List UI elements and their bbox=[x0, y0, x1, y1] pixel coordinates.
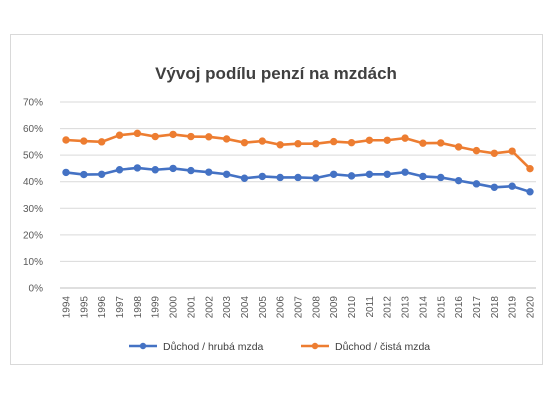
x-tick-label: 2003 bbox=[222, 296, 233, 319]
data-point bbox=[454, 176, 463, 185]
data-point bbox=[472, 180, 481, 188]
x-tick-label: 2004 bbox=[240, 296, 251, 319]
data-point bbox=[454, 143, 463, 151]
x-tick-label: 1996 bbox=[97, 296, 108, 319]
data-point bbox=[401, 134, 409, 142]
x-tick-label: 1997 bbox=[115, 296, 126, 319]
x-tick-label: 2008 bbox=[311, 296, 322, 319]
y-tick-label: 40% bbox=[23, 177, 43, 188]
x-tick-label: 2007 bbox=[294, 296, 305, 319]
data-point bbox=[437, 139, 445, 147]
y-tick-label: 20% bbox=[23, 230, 43, 241]
data-point bbox=[508, 147, 516, 155]
data-point bbox=[169, 164, 177, 173]
data-point bbox=[240, 174, 249, 182]
data-point bbox=[526, 188, 534, 196]
y-tick-label: 50% bbox=[23, 151, 43, 162]
x-tick-label: 2000 bbox=[169, 296, 180, 319]
data-point bbox=[97, 170, 106, 178]
x-tick-label: 2001 bbox=[186, 296, 197, 319]
chart-title: Vývoj podílu penzí na mzdách bbox=[155, 64, 397, 83]
x-tick-label: 2014 bbox=[418, 296, 429, 319]
data-point bbox=[312, 140, 320, 148]
data-point bbox=[258, 137, 267, 145]
data-point bbox=[329, 170, 338, 178]
x-tick-label: 2010 bbox=[347, 296, 358, 319]
line-chart: Vývoj podílu penzí na mzdách 0% 10% 20% 30%… bbox=[23, 64, 537, 353]
data-point bbox=[383, 170, 391, 178]
x-tick-label: 2020 bbox=[526, 296, 537, 319]
data-point bbox=[205, 168, 213, 176]
legend-marker bbox=[311, 342, 319, 350]
data-point bbox=[419, 172, 427, 181]
series-line bbox=[64, 132, 532, 170]
data-point bbox=[508, 182, 516, 190]
x-tick-label: 2015 bbox=[436, 296, 447, 319]
data-point bbox=[115, 131, 124, 139]
data-point bbox=[347, 172, 356, 180]
data-point bbox=[526, 164, 534, 173]
data-point bbox=[365, 136, 374, 144]
legend-label: Důchod / hrubá mzda bbox=[163, 341, 264, 353]
x-tick-label: 2019 bbox=[508, 296, 519, 319]
data-point bbox=[294, 173, 302, 182]
data-point bbox=[312, 174, 320, 182]
x-tick-label: 2018 bbox=[490, 296, 501, 319]
data-point bbox=[205, 133, 213, 141]
data-point bbox=[472, 146, 481, 155]
legend-marker bbox=[139, 342, 147, 350]
x-tick-label: 2006 bbox=[276, 296, 287, 319]
x-tick-label: 2016 bbox=[454, 296, 465, 319]
data-point bbox=[80, 170, 88, 179]
x-tick-label: 2012 bbox=[383, 296, 394, 319]
x-tick-label: 2009 bbox=[329, 296, 340, 319]
data-point bbox=[62, 168, 70, 177]
legend-label: Důchod / čistá mzda bbox=[335, 341, 430, 353]
data-point bbox=[419, 139, 427, 147]
y-tick-label: 60% bbox=[23, 124, 43, 135]
data-point bbox=[329, 137, 338, 146]
data-point bbox=[62, 136, 70, 144]
x-tick-label: 1999 bbox=[151, 296, 162, 319]
x-tick-label: 1998 bbox=[133, 296, 144, 319]
x-tick-label: 1995 bbox=[79, 296, 90, 319]
data-point bbox=[258, 172, 267, 181]
data-point bbox=[222, 170, 231, 178]
data-point bbox=[437, 173, 445, 182]
y-tick-label: 10% bbox=[23, 257, 43, 268]
data-point bbox=[401, 168, 409, 176]
data-point bbox=[240, 138, 249, 147]
x-tick-label: 1994 bbox=[62, 296, 73, 319]
data-point bbox=[133, 129, 142, 138]
y-tick-label: 70% bbox=[23, 98, 43, 109]
x-tick-label: 2011 bbox=[365, 296, 376, 318]
data-point bbox=[80, 137, 88, 145]
x-tick-label: 2005 bbox=[258, 296, 269, 319]
data-point bbox=[115, 166, 124, 174]
y-tick-label: 30% bbox=[23, 204, 43, 215]
chart-frame: Vývoj podílu penzí na mzdách 0% 10% 20% 30%… bbox=[10, 34, 543, 365]
data-point bbox=[187, 132, 195, 141]
data-point bbox=[490, 183, 499, 191]
data-point bbox=[133, 164, 142, 172]
data-point bbox=[276, 173, 284, 182]
data-point bbox=[490, 149, 499, 157]
data-point bbox=[97, 138, 106, 146]
data-point bbox=[151, 132, 159, 141]
data-point bbox=[151, 166, 159, 174]
data-point bbox=[365, 170, 374, 178]
data-point bbox=[222, 135, 231, 143]
data-point bbox=[276, 141, 284, 149]
x-tick-label: 2013 bbox=[401, 296, 412, 319]
data-point bbox=[169, 130, 177, 139]
x-tick-label: 2017 bbox=[472, 296, 483, 319]
data-point bbox=[294, 140, 302, 148]
data-point bbox=[347, 138, 356, 147]
data-point bbox=[383, 136, 391, 144]
data-point bbox=[187, 166, 195, 175]
x-tick-label: 2002 bbox=[204, 296, 215, 319]
y-tick-label: 0% bbox=[29, 284, 44, 295]
